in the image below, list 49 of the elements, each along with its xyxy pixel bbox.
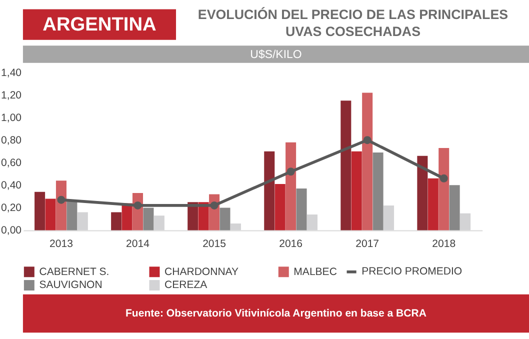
point (363, 136, 372, 144)
bar (428, 178, 438, 230)
point (210, 201, 218, 210)
bar (372, 152, 384, 230)
text: ARGENTINA (42, 14, 157, 36)
x-tick-label: 2017 (356, 238, 380, 250)
legend-label: CEREZA (164, 279, 208, 292)
y-tick-label: 0,40 (1, 180, 22, 192)
bar (34, 192, 46, 230)
bar (45, 198, 56, 230)
legend-label: SAUVIGNON (39, 279, 102, 292)
x-tick-label: 2016 (279, 238, 303, 250)
x-tick-label: 2015 (202, 238, 226, 250)
y-tick-label: 0,80 (1, 134, 22, 146)
x-tick-label: 2013 (50, 238, 74, 250)
legend-label: PRECIO PROMEDIO (362, 266, 462, 278)
bar (66, 200, 78, 230)
y-tick-label: 0,60 (1, 156, 22, 169)
chart-subtitle: U$S/KILO (250, 49, 302, 62)
point (57, 196, 66, 204)
point (286, 168, 295, 176)
bar (286, 142, 296, 230)
y-tick-label: 0,20 (1, 202, 22, 214)
y-tick-label: 1,00 (1, 112, 22, 124)
bar (188, 202, 198, 230)
point (134, 201, 142, 210)
bar (220, 208, 230, 230)
bar (264, 151, 275, 230)
x-tick-label: 2014 (126, 238, 150, 250)
x-tick-label: 2018 (432, 238, 456, 250)
bar (274, 184, 286, 230)
y-tick-label: 1,20 (1, 89, 22, 102)
y-tick-label: 1,40 (1, 66, 22, 79)
bar (351, 151, 362, 230)
source-note: Fuente: Observatorio Vitivinícola Argentino en base a BCRA (126, 307, 427, 320)
bar (340, 100, 352, 230)
bar (438, 148, 450, 230)
point (440, 174, 448, 182)
bar (449, 185, 460, 230)
bar (111, 212, 122, 230)
bar (143, 208, 154, 230)
legend-label: MALBEC (294, 266, 338, 278)
bar (417, 156, 428, 230)
legend-label: CHARDONNAY (164, 266, 239, 278)
legend-label: CABERNET S. (39, 266, 110, 278)
chart-title: EVOLUCIÓN DEL PRECIO DE LAS PRINCIPALES UVAS COSECHADAS (198, 6, 508, 40)
bar (296, 188, 307, 230)
y-tick-label: 0,00 (1, 224, 22, 237)
bar (362, 92, 373, 230)
